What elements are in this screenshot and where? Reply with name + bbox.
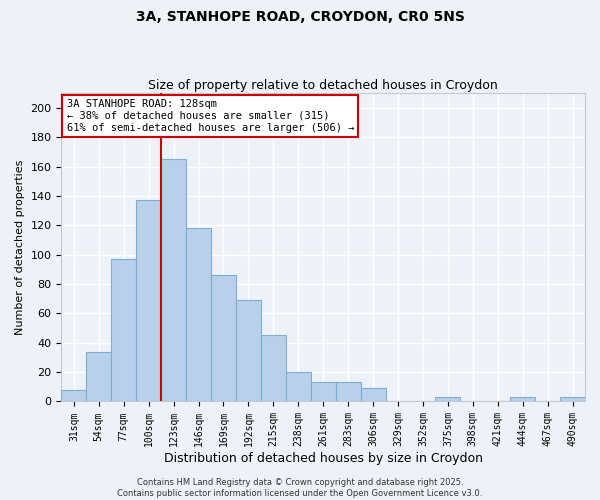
- Bar: [261, 336, 286, 402]
- Bar: [161, 159, 186, 402]
- Bar: [136, 200, 161, 402]
- Bar: [186, 228, 211, 402]
- Text: Contains HM Land Registry data © Crown copyright and database right 2025.
Contai: Contains HM Land Registry data © Crown c…: [118, 478, 482, 498]
- Bar: [311, 382, 335, 402]
- Bar: [236, 300, 261, 402]
- Bar: [436, 397, 460, 402]
- Text: 3A STANHOPE ROAD: 128sqm
← 38% of detached houses are smaller (315)
61% of semi-: 3A STANHOPE ROAD: 128sqm ← 38% of detach…: [67, 100, 354, 132]
- Bar: [560, 397, 585, 402]
- Bar: [111, 259, 136, 402]
- Y-axis label: Number of detached properties: Number of detached properties: [15, 160, 25, 335]
- Title: Size of property relative to detached houses in Croydon: Size of property relative to detached ho…: [148, 79, 498, 92]
- Bar: [286, 372, 311, 402]
- Bar: [61, 390, 86, 402]
- Bar: [211, 275, 236, 402]
- Bar: [361, 388, 386, 402]
- Bar: [86, 352, 111, 402]
- X-axis label: Distribution of detached houses by size in Croydon: Distribution of detached houses by size …: [164, 452, 483, 465]
- Bar: [335, 382, 361, 402]
- Text: 3A, STANHOPE ROAD, CROYDON, CR0 5NS: 3A, STANHOPE ROAD, CROYDON, CR0 5NS: [136, 10, 464, 24]
- Bar: [510, 397, 535, 402]
